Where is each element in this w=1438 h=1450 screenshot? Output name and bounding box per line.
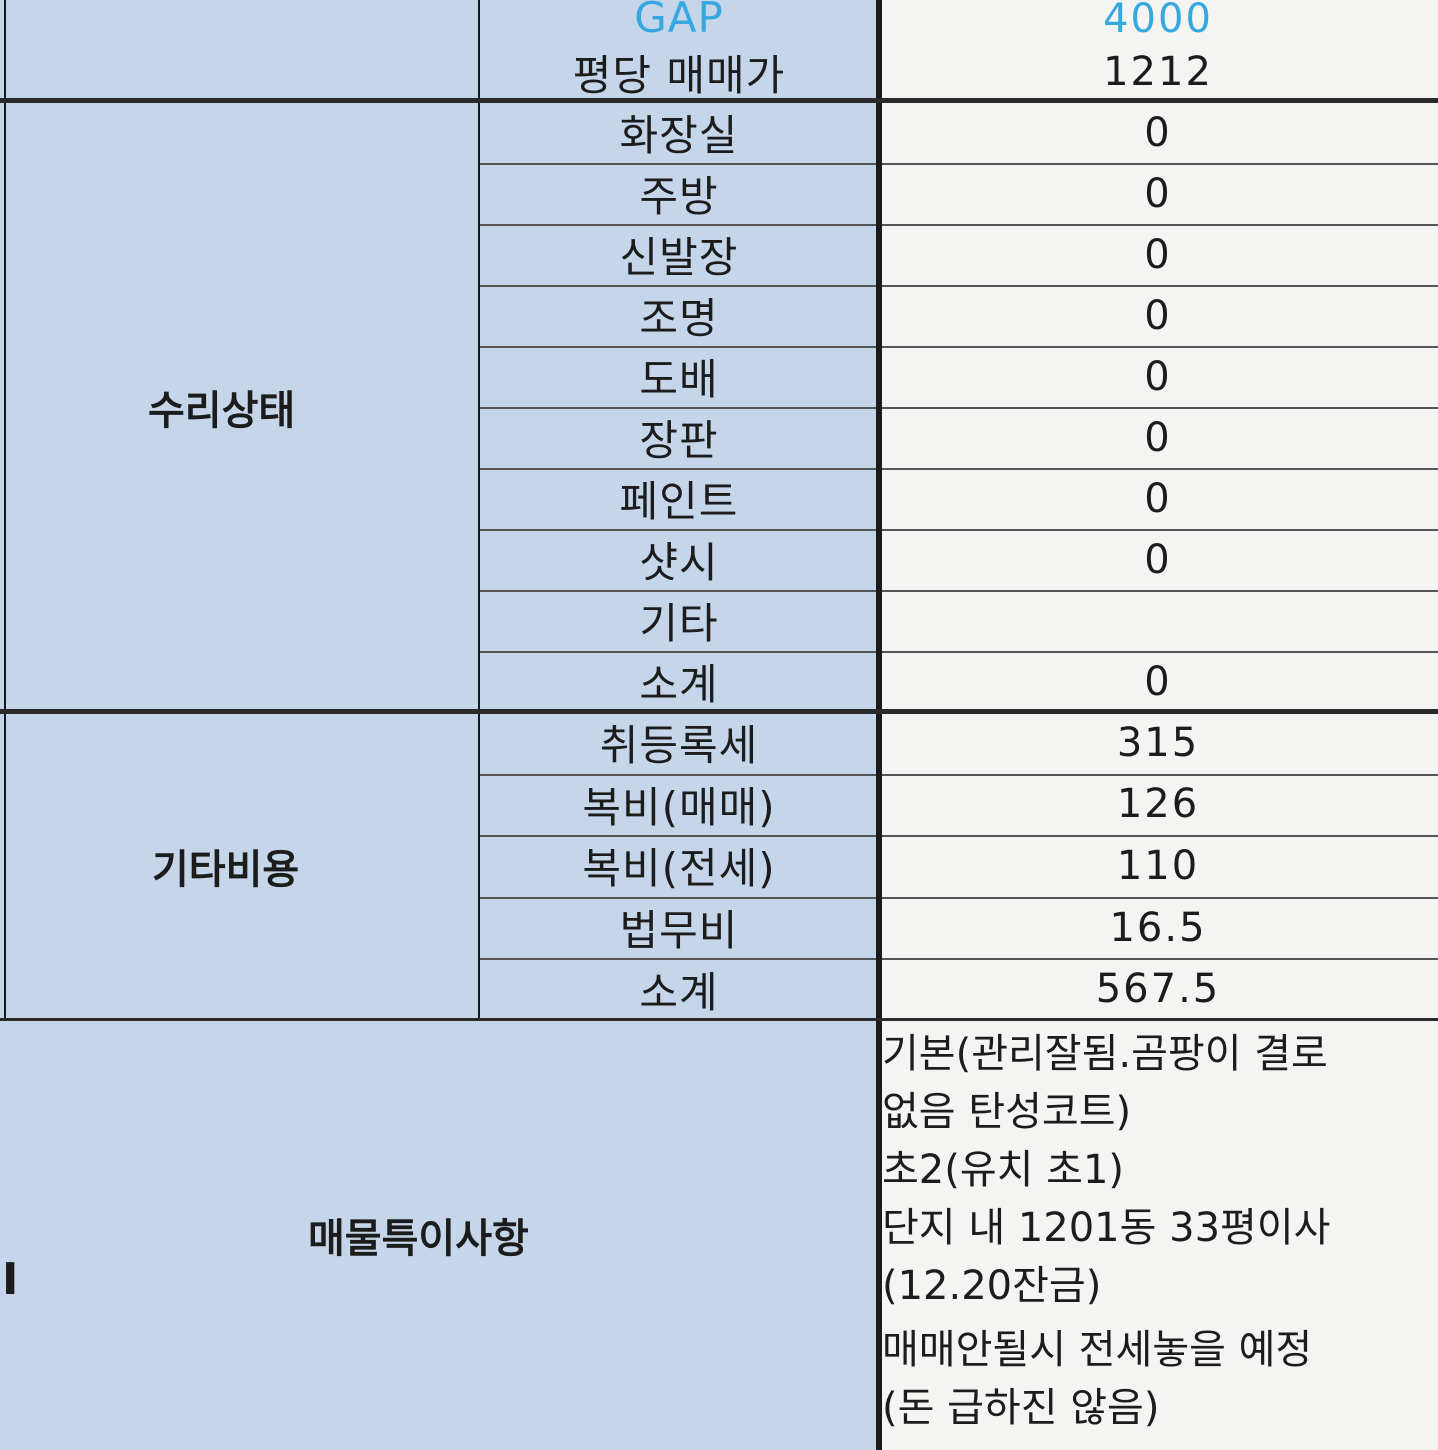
cost-row-value: 110 [878, 835, 1438, 897]
divider-value-column [876, 0, 882, 1450]
note-line: 기본(관리잘됨.곰팡이 결로 [882, 1031, 1328, 1077]
cost-row-row-divider [480, 835, 1438, 838]
repair-row-value: 0 [878, 651, 1438, 712]
repair-row-label: 페인트 [480, 468, 878, 529]
cost-row-label: 소계 [480, 958, 878, 1020]
divider-section-costs [0, 709, 1438, 714]
notes-value-bg [878, 1020, 1438, 1450]
divider-section-notes [0, 1018, 1438, 1021]
repair-row-label: 샷시 [480, 529, 878, 590]
repair-row-row-divider [480, 468, 1438, 470]
repair-row-label: 화장실 [480, 102, 878, 163]
cost-row-value: 16.5 [878, 896, 1438, 959]
repair-row-row-divider [480, 529, 1438, 531]
cost-row-value: 315 [878, 712, 1438, 774]
note-line: 매매안될시 전세놓을 예정 [882, 1327, 1313, 1373]
repair-row-row-divider [480, 163, 1438, 165]
repair-row-label: 신발장 [480, 224, 878, 285]
repair-row-label: 조명 [480, 285, 878, 346]
repair-row-row-divider [480, 407, 1438, 409]
divider-section-repair [0, 98, 1438, 103]
group-label-other-costs: 기타비용 [0, 712, 480, 1020]
repair-row-row-divider [480, 224, 1438, 226]
group-label-notes: 매물특이사항 [0, 1020, 878, 1450]
cost-row-row-divider [480, 958, 1438, 961]
repair-row-value: 0 [878, 346, 1438, 407]
note-line: (돈 급하진 않음) [882, 1385, 1160, 1431]
cost-row-row-divider [480, 773, 1438, 776]
label-gap: GAP [480, 0, 878, 42]
group-label-repair: 수리상태 [0, 102, 480, 712]
repair-row-value: 0 [878, 285, 1438, 346]
cost-row-value: 126 [878, 773, 1438, 836]
repair-row-value: 0 [878, 102, 1438, 163]
repair-row-row-divider [480, 346, 1438, 348]
note-line: 초2(유치 초1) [882, 1147, 1125, 1193]
value-gap: 4000 [878, 0, 1438, 42]
value-price-per-pyeong: 1212 [878, 42, 1438, 102]
repair-row-row-divider [480, 590, 1438, 592]
note-line: 없음 탄성코트) [882, 1089, 1132, 1135]
repair-row-value: 0 [878, 224, 1438, 285]
repair-row-label: 소계 [480, 651, 878, 712]
repair-row-label: 기타 [480, 590, 878, 651]
repair-row-value [878, 590, 1438, 651]
cost-row-value: 567.5 [878, 958, 1438, 1020]
repair-row-value: 0 [878, 529, 1438, 590]
repair-row-label: 장판 [480, 407, 878, 468]
repair-row-label: 도배 [480, 346, 878, 407]
cost-row-label: 취등록세 [480, 712, 878, 774]
repair-row-label: 주방 [480, 163, 878, 224]
repair-row-value: 0 [878, 468, 1438, 529]
repair-row-row-divider [480, 285, 1438, 287]
margin-mark: I [2, 1254, 19, 1305]
cost-row-label: 법무비 [480, 896, 878, 959]
repair-row-row-divider [480, 651, 1438, 653]
note-line: (12.20잔금) [882, 1263, 1102, 1309]
repair-row-value: 0 [878, 163, 1438, 224]
note-line: 단지 내 1201동 33평이사 [882, 1205, 1331, 1251]
cost-row-row-divider [480, 896, 1438, 899]
cost-row-label: 복비(매매) [480, 773, 878, 836]
top-left-blank [0, 0, 480, 102]
label-price-per-pyeong: 평당 매매가 [480, 42, 878, 102]
cost-row-label: 복비(전세) [480, 835, 878, 897]
divider-label-column [478, 0, 480, 1020]
repair-row-value: 0 [878, 407, 1438, 468]
divider-left-edge [4, 0, 6, 1020]
